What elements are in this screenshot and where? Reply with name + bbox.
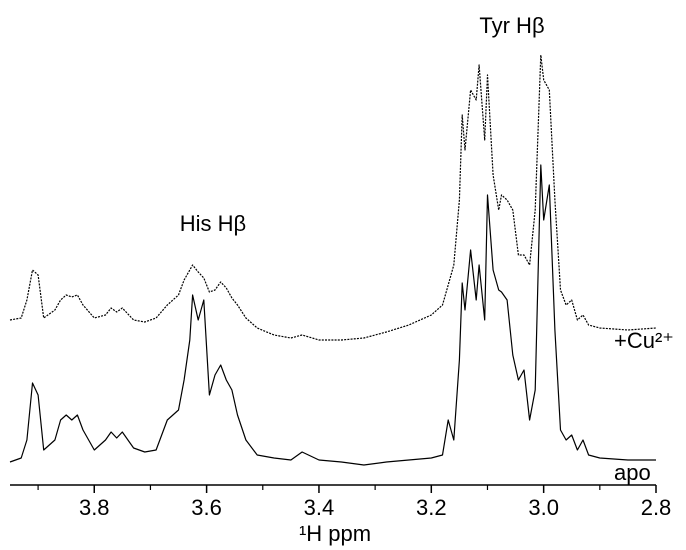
series-label: +Cu²⁺ xyxy=(614,328,674,353)
x-tick-label: 3.2 xyxy=(416,495,447,520)
x-tick-label: 3.8 xyxy=(79,495,110,520)
x-tick-label: 3.0 xyxy=(528,495,559,520)
annotation: His Hβ xyxy=(180,211,246,236)
spectrum-line xyxy=(9,164,656,466)
x-tick-label: 2.8 xyxy=(641,495,672,520)
x-axis-label: ¹H ppm xyxy=(299,521,371,546)
annotation: Tyr Hβ xyxy=(479,13,544,38)
spectrum-line xyxy=(9,54,657,341)
series-label: apo xyxy=(614,460,651,485)
x-tick-label: 3.6 xyxy=(191,495,222,520)
x-tick-label: 3.4 xyxy=(304,495,335,520)
